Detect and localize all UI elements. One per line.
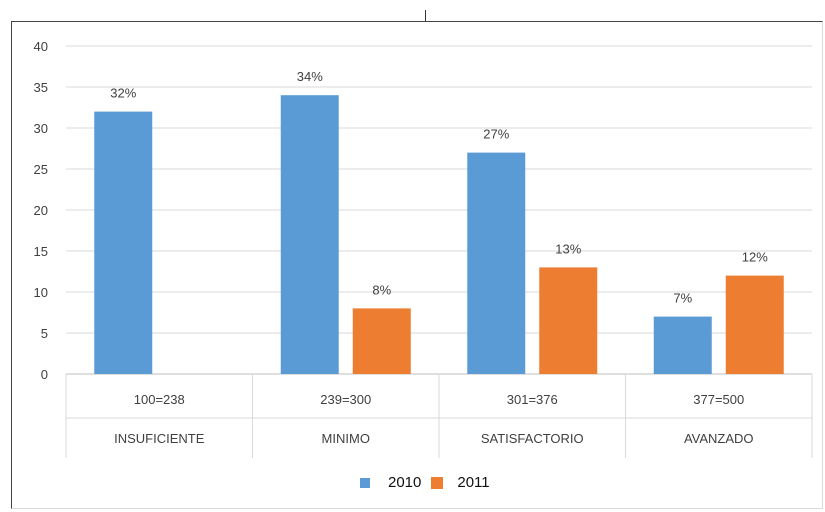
bar-2011-avanzado [725,275,784,374]
legend: 2010 2011 [360,474,500,491]
chart-frame [11,21,823,509]
data-label-2010-satisfactorio: 27% [483,127,509,142]
category-label-2: SATISFACTORIO [481,431,584,446]
data-label-2010-minimo: 34% [297,69,323,84]
legend-swatch-2010 [360,477,370,488]
bar-2011-satisfactorio [539,267,598,374]
data-label-2011-avanzado: 12% [742,250,768,265]
legend-item-2011: 2011 [431,474,490,491]
category-label-3: AVANZADO [684,431,754,446]
data-label-2011-minimo: 8% [372,282,391,297]
bar-2010-satisfactorio [467,152,526,374]
legend-swatch-2011 [431,476,444,489]
data-label-2011-satisfactorio: 13% [555,241,581,256]
category-range-label-2: 301=376 [507,392,558,407]
y-tick-label-35: 35 [34,80,48,95]
bar-2010-avanzado [653,316,712,374]
legend-label-2010: 2010 [388,474,422,491]
y-tick-label-15: 15 [34,244,48,259]
y-tick-label-30: 30 [34,121,48,136]
category-range-label-3: 377=500 [693,392,744,407]
bar-2010-minimo [280,95,339,374]
y-tick-label-25: 25 [34,162,48,177]
y-tick-label-20: 20 [34,203,48,218]
y-tick-label-0: 0 [41,367,48,382]
y-tick-label-10: 10 [34,285,48,300]
data-label-2010-avanzado: 7% [673,291,692,306]
legend-item-2010: 2010 [360,474,421,491]
top-tick-mark [425,10,426,22]
y-tick-label-40: 40 [34,39,48,54]
bar-2010-insuficiente [94,111,153,374]
category-range-label-0: 100=238 [134,392,185,407]
bar-2011-minimo [352,308,411,374]
y-tick-label-5: 5 [41,326,48,341]
category-label-0: INSUFICIENTE [114,431,205,446]
category-range-label-1: 239=300 [320,392,371,407]
data-label-2010-insuficiente: 32% [110,86,136,101]
category-label-1: MINIMO [322,431,370,446]
legend-label-2011: 2011 [457,474,490,491]
